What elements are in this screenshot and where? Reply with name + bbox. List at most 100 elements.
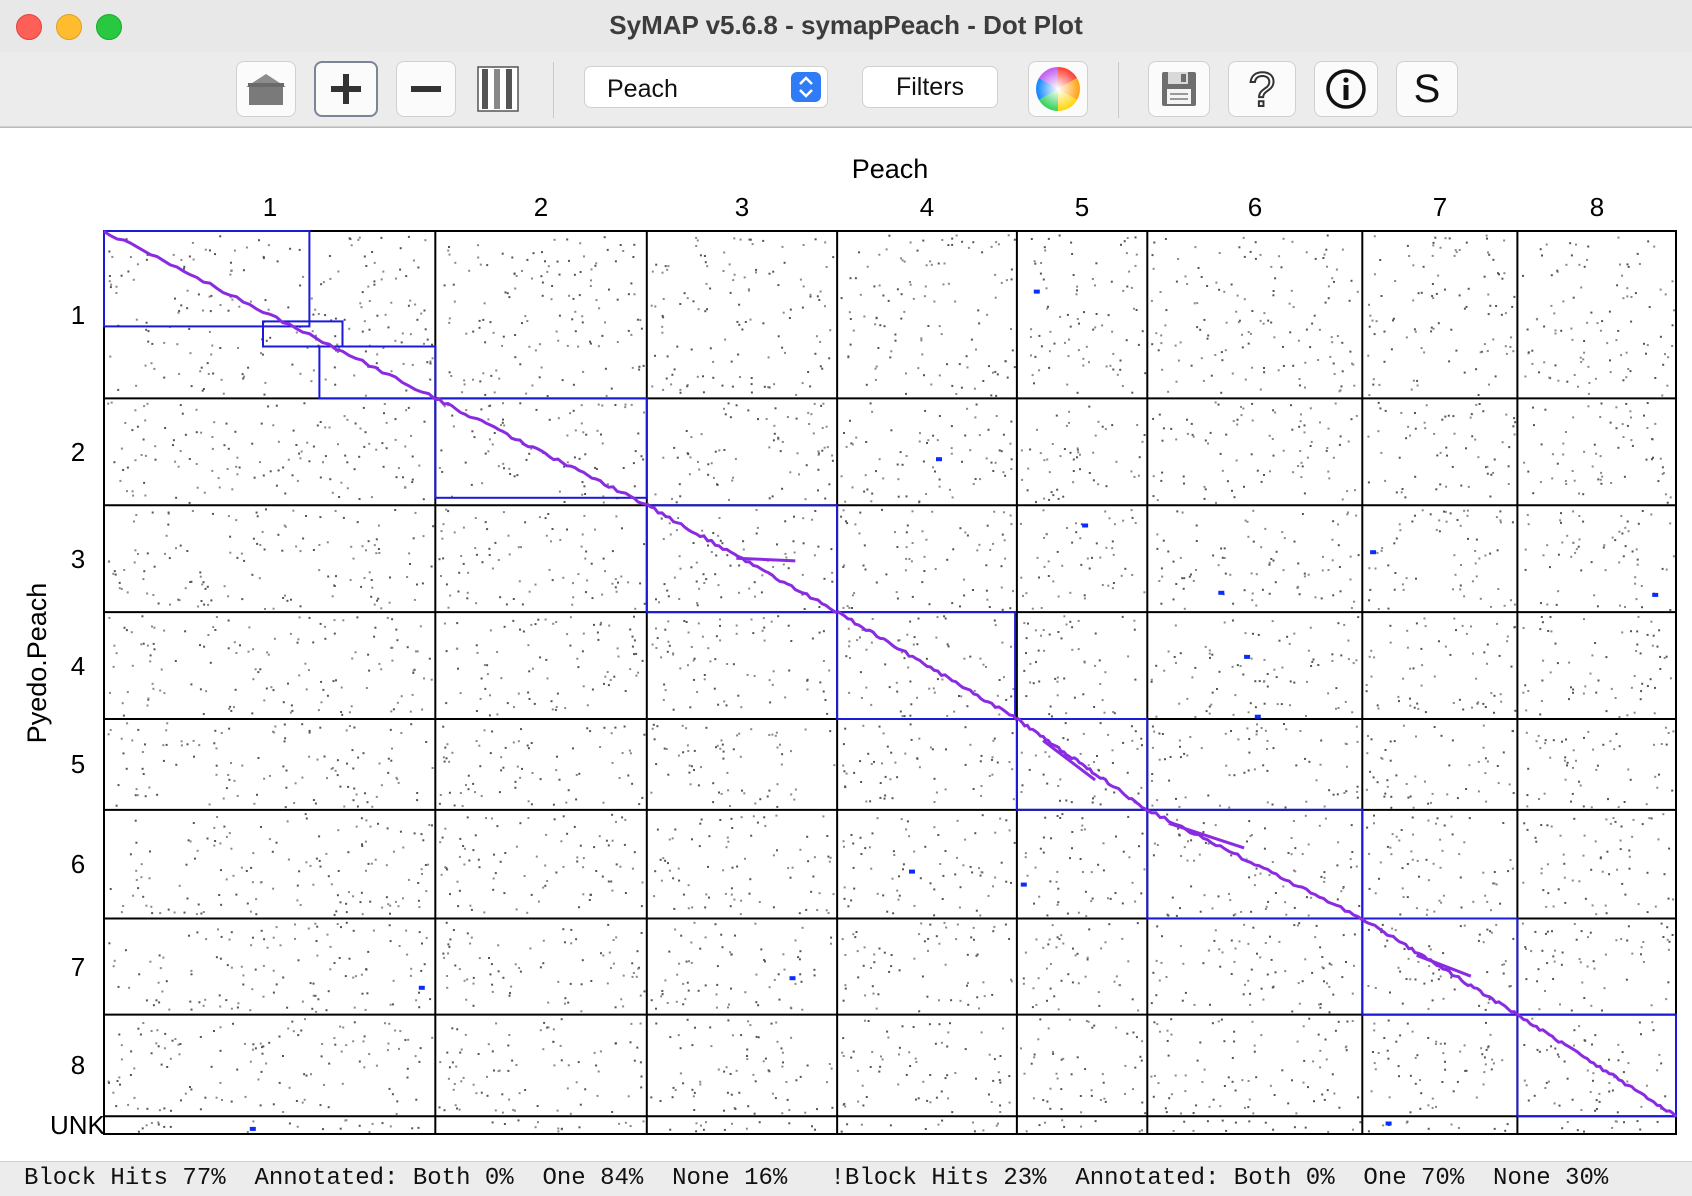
scatter-dot xyxy=(1263,367,1265,369)
scatter-dot xyxy=(1050,491,1053,494)
close-window-button[interactable] xyxy=(16,14,42,40)
scatter-dot xyxy=(1081,824,1084,827)
dot-plot-area[interactable]: Peach 1 2 3 4 5 6 7 8 1 2 3 4 5 6 7 8 UNK Pyedo.Peach xyxy=(0,127,1692,1162)
scatter-dot xyxy=(610,880,613,883)
scatter-dot xyxy=(333,1037,336,1040)
scatter-dot xyxy=(774,1097,777,1100)
scatter-dot xyxy=(750,618,753,621)
scatter-dot xyxy=(1004,557,1007,560)
scatter-dot xyxy=(781,1051,784,1054)
color-wheel-icon xyxy=(1036,67,1080,111)
scatter-dot xyxy=(1233,1030,1236,1033)
scatter-dot xyxy=(763,639,766,642)
scatter-dot xyxy=(726,554,729,557)
maximize-window-button[interactable] xyxy=(96,14,122,40)
scatter-dot xyxy=(361,330,364,333)
scatter-dot xyxy=(767,1069,770,1072)
scatter-dot xyxy=(1487,1045,1490,1048)
stats-button[interactable]: S xyxy=(1396,61,1458,117)
scatter-dot xyxy=(1425,858,1428,861)
scatter-dot xyxy=(1415,622,1418,625)
scatter-dot xyxy=(863,490,866,493)
scatter-dot xyxy=(1186,754,1189,757)
scatter-dot xyxy=(813,856,816,859)
scatter-dot xyxy=(870,641,873,644)
scatter-dot xyxy=(737,694,740,697)
color-button[interactable] xyxy=(1028,61,1088,117)
scatter-dot xyxy=(277,533,280,536)
scatter-dot xyxy=(1251,419,1254,422)
minimize-window-button[interactable] xyxy=(56,14,82,40)
scatter-dot xyxy=(1297,562,1300,565)
scatter-dot xyxy=(749,878,752,881)
scatter-dot xyxy=(639,582,642,585)
scatter-dot xyxy=(1490,909,1492,912)
scatter-dot xyxy=(298,674,301,677)
scatter-dot xyxy=(658,601,660,604)
scatter-dot xyxy=(125,767,128,770)
help-button[interactable]: ? xyxy=(1228,61,1296,117)
scatter-dot xyxy=(570,942,573,945)
scatter-dot xyxy=(1460,564,1462,566)
scatter-dot xyxy=(134,409,137,412)
scatter-dot xyxy=(1034,355,1037,358)
scatter-dot xyxy=(1022,594,1024,597)
scale-button[interactable] xyxy=(470,61,526,117)
scatter-dot xyxy=(1503,604,1506,607)
scatter-dot xyxy=(465,332,468,335)
scatter-dot xyxy=(259,1104,262,1107)
scatter-dot xyxy=(157,1123,160,1126)
scatter-dot xyxy=(975,403,978,406)
scatter-dot xyxy=(1327,427,1330,430)
scatter-dot xyxy=(584,557,587,560)
scatter-dot xyxy=(1347,658,1350,661)
filters-button[interactable]: Filters xyxy=(862,66,998,108)
scatter-dot xyxy=(153,648,156,651)
scatter-dot xyxy=(1634,292,1637,295)
scatter-dot xyxy=(1283,723,1285,725)
scatter-dot xyxy=(1213,939,1216,942)
info-button[interactable] xyxy=(1314,61,1378,117)
save-button[interactable] xyxy=(1148,61,1210,117)
scatter-dot xyxy=(1298,384,1301,387)
scatter-dot xyxy=(719,639,722,642)
scatter-dot xyxy=(682,751,685,754)
scatter-dot xyxy=(1240,910,1243,913)
scatter-dot xyxy=(1113,712,1116,715)
reference-select[interactable]: Peach xyxy=(584,66,828,108)
scatter-dot xyxy=(807,371,810,373)
scatter-dot xyxy=(1170,1018,1173,1021)
scatter-dot xyxy=(768,497,771,500)
scatter-dot xyxy=(736,734,739,737)
scatter-dot xyxy=(1647,240,1650,243)
scatter-dot xyxy=(238,305,241,308)
zoom-out-button[interactable] xyxy=(396,61,456,117)
scatter-dot xyxy=(686,1018,689,1021)
scatter-dot xyxy=(126,722,129,725)
scatter-dot xyxy=(1181,577,1184,580)
scatter-dot xyxy=(1136,424,1139,426)
zoom-in-button[interactable] xyxy=(314,61,378,117)
scatter-dot xyxy=(776,783,779,786)
scatter-dot xyxy=(363,1066,366,1069)
scatter-dot xyxy=(881,1058,884,1061)
home-button[interactable] xyxy=(236,61,296,117)
scatter-dot xyxy=(448,945,451,948)
scatter-dot xyxy=(300,450,303,453)
scatter-dot xyxy=(894,531,896,534)
scatter-dot xyxy=(448,317,451,320)
scatter-dot xyxy=(883,325,886,328)
scatter-dot xyxy=(1418,875,1420,878)
scatter-dot xyxy=(485,817,487,820)
scatter-dot xyxy=(345,921,348,924)
scatter-dot xyxy=(695,561,698,564)
scatter-dot xyxy=(585,433,588,436)
scatter-dot xyxy=(538,343,541,346)
scatter-dot xyxy=(1370,1090,1373,1093)
scatter-dot xyxy=(1406,863,1409,865)
scatter-dot xyxy=(217,928,219,931)
scatter-dot xyxy=(263,699,266,702)
scatter-dot xyxy=(357,238,360,241)
scatter-dot xyxy=(477,858,480,861)
